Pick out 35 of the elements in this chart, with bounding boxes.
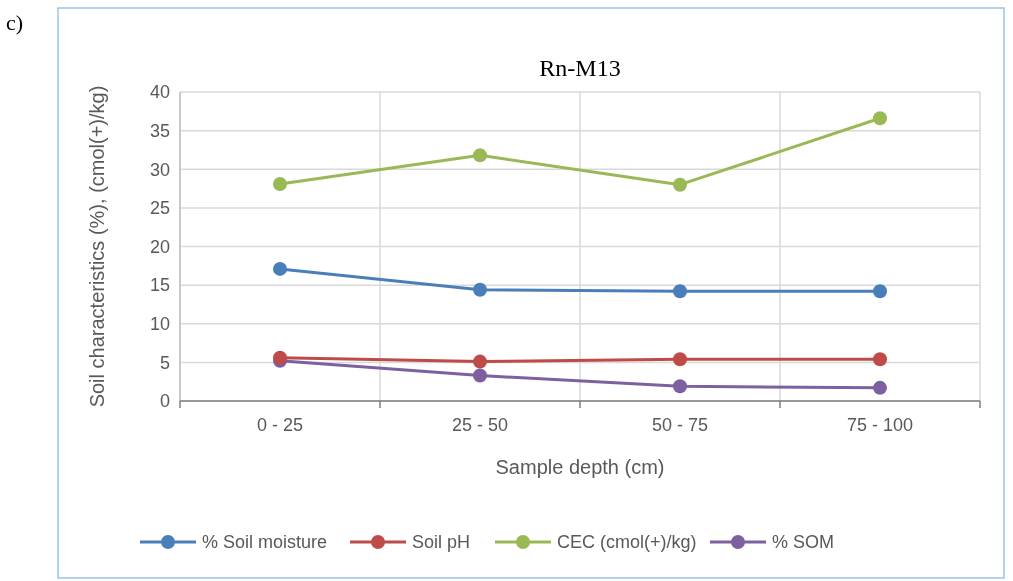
point xyxy=(473,282,487,297)
y-tick-label: 0 xyxy=(159,391,170,412)
y-tick-label: 30 xyxy=(149,159,170,180)
x-tick-label: 75 - 100 xyxy=(846,415,914,435)
x-tick-label: 25 - 50 xyxy=(451,415,509,435)
y-axis-title: Soil characteristics (%), (cmol(+)/kg) xyxy=(86,85,108,408)
point xyxy=(873,284,887,299)
text: c) xyxy=(6,10,24,35)
point xyxy=(273,261,287,276)
point xyxy=(873,111,887,126)
point xyxy=(673,352,687,367)
chart-title: Rn-M13 xyxy=(539,55,621,81)
y-tick-label: 40 xyxy=(149,82,170,103)
y-tick-label: 20 xyxy=(149,236,170,257)
point xyxy=(673,379,687,394)
x-tick-label: 50 - 75 xyxy=(651,415,709,435)
legend-label: % SOM xyxy=(772,532,835,553)
legend-label: Soil pH xyxy=(412,532,471,553)
point xyxy=(873,380,887,395)
x-axis-title: Sample depth (cm) xyxy=(495,456,665,478)
y-tick-label: 15 xyxy=(149,275,170,296)
x-tick-label: 0 - 25 xyxy=(256,415,304,435)
legend-label: % Soil moisture xyxy=(202,532,328,553)
point xyxy=(473,148,487,163)
y-tick-label: 25 xyxy=(149,198,170,219)
point xyxy=(473,354,487,369)
y-tick-label: 10 xyxy=(149,314,170,335)
point xyxy=(673,177,687,192)
y-tick-label: 35 xyxy=(149,120,170,141)
y-tick-label: 5 xyxy=(159,352,170,373)
point xyxy=(273,176,287,191)
point xyxy=(673,284,687,299)
point xyxy=(473,368,487,383)
legend-label: CEC (cmol(+)/kg) xyxy=(557,532,697,553)
point xyxy=(873,352,887,367)
